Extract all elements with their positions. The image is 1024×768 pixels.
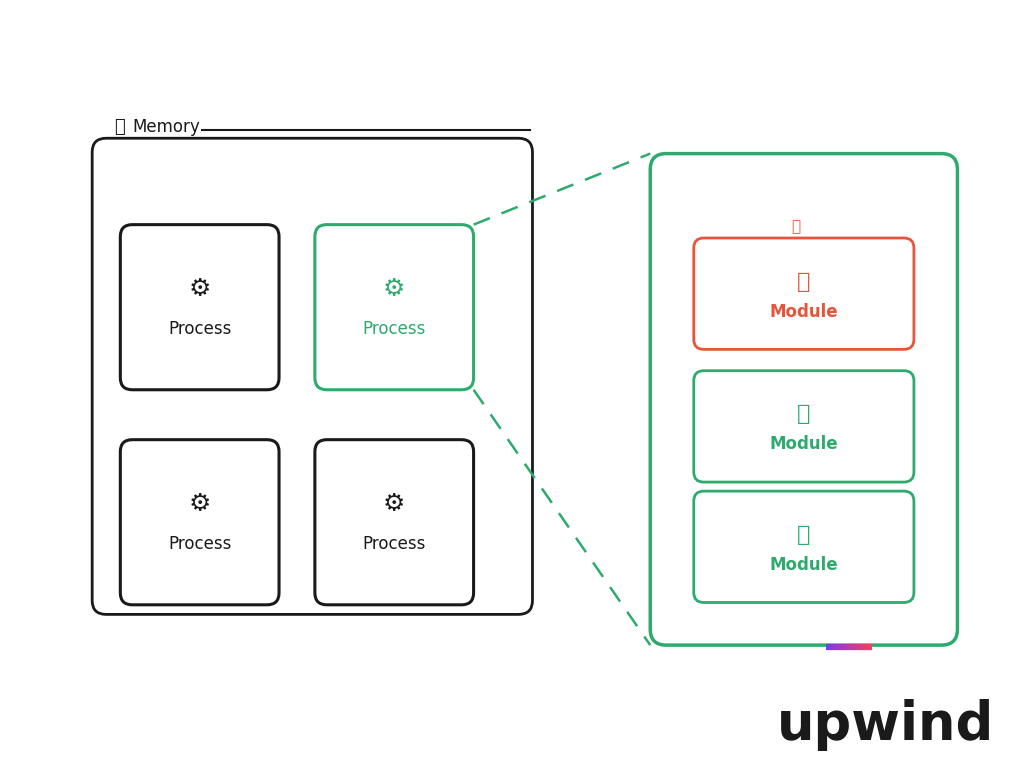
FancyBboxPatch shape <box>694 238 913 349</box>
Text: Process: Process <box>168 535 231 553</box>
Text: 📄: 📄 <box>797 405 811 425</box>
Text: ⧉: ⧉ <box>114 118 125 136</box>
FancyBboxPatch shape <box>694 492 913 602</box>
FancyBboxPatch shape <box>121 439 279 605</box>
FancyBboxPatch shape <box>315 439 473 605</box>
FancyBboxPatch shape <box>92 138 532 614</box>
Text: ⚙: ⚙ <box>383 277 406 301</box>
FancyBboxPatch shape <box>650 154 957 645</box>
Text: Module: Module <box>769 303 839 321</box>
Text: 📄: 📄 <box>797 272 811 292</box>
FancyBboxPatch shape <box>121 225 279 390</box>
Text: upwind: upwind <box>777 699 994 751</box>
Text: Process: Process <box>362 535 426 553</box>
Text: Module: Module <box>769 435 839 453</box>
Text: ⚙: ⚙ <box>383 492 406 516</box>
Text: ⚙: ⚙ <box>188 277 211 301</box>
FancyBboxPatch shape <box>315 225 473 390</box>
Text: Module: Module <box>769 556 839 574</box>
Text: Process: Process <box>168 320 231 338</box>
Text: ⚙: ⚙ <box>188 492 211 516</box>
Text: Process: Process <box>362 320 426 338</box>
Text: 🏛: 🏛 <box>792 219 801 234</box>
Text: Memory: Memory <box>132 118 200 136</box>
FancyBboxPatch shape <box>694 371 913 482</box>
Text: 📄: 📄 <box>797 525 811 545</box>
